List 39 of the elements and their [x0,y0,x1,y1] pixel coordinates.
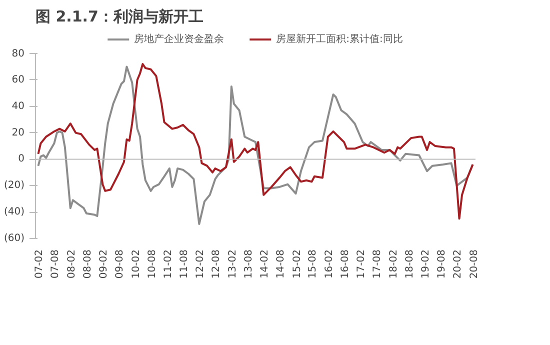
x-tick-label: 16-02 [324,249,335,279]
x-tick-label: 14-08 [276,249,287,279]
x-tick-label: 07-08 [50,249,62,279]
legend-label: 房地产企业资金盈余 [134,32,224,46]
x-tick-label: 17-08 [372,249,384,279]
y-tick-label: 60 [12,74,25,86]
x-tick-label: 19-02 [420,249,432,279]
y-tick-label: 0 [18,154,25,165]
x-tick-label: 15-08 [308,249,319,279]
x-tick-label: 12-02 [195,249,206,279]
x-tick-label: 15-02 [292,249,303,279]
x-tick-label: 12-08 [211,249,222,279]
chart-title: 图 2.1.7：利润与新开工 [36,8,204,26]
x-tick-label: 10-08 [146,249,158,279]
x-tick-label: 19-08 [436,249,448,279]
x-tick-label: 18-08 [404,249,416,279]
x-tick-label: 13-08 [243,249,254,279]
x-tick-label: 11-02 [163,249,174,279]
y-tick-label: 80 [12,48,25,60]
x-tick-label: 11-08 [178,249,190,279]
legend-label: 房屋新开工面积:累计值:同比 [276,32,403,46]
x-tick-label: 20-02 [452,249,464,279]
x-tick-label: 16-08 [340,249,351,279]
x-tick-label: 14-02 [260,249,271,279]
x-tick-label: 08-08 [82,249,94,279]
x-tick-label: 18-02 [388,249,400,279]
y-tick-label: 40 [12,100,25,112]
y-tick-label: (40) [4,206,25,218]
y-tick-label: 20 [12,127,25,138]
x-tick-label: 08-02 [66,249,78,279]
x-tick-label: 09-08 [114,249,126,279]
x-tick-label: 09-02 [98,249,110,279]
x-tick-label: 20-08 [468,249,480,279]
x-tick-label: 13-02 [227,249,238,279]
x-tick-label: 07-02 [34,249,46,279]
x-tick-label: 17-02 [356,249,368,279]
x-tick-label: 10-02 [130,249,142,279]
y-tick-label: (60) [4,233,25,244]
y-tick-label: (20) [4,180,25,192]
